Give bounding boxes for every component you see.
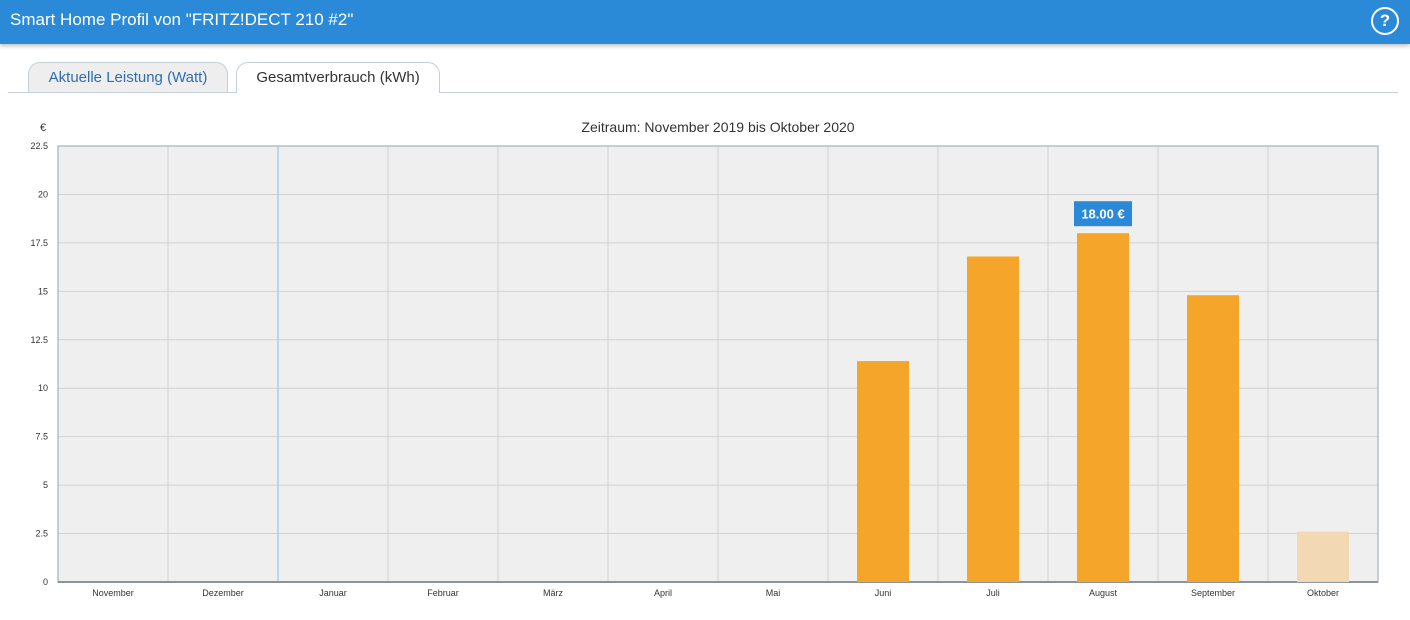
x-tick-label: Dezember (202, 588, 244, 598)
bar-september[interactable] (1187, 295, 1239, 582)
y-tick-label: 0 (43, 577, 48, 587)
y-tick-label: 5 (43, 480, 48, 490)
x-tick-label: Februar (427, 588, 459, 598)
bar-oktober[interactable] (1297, 531, 1349, 582)
y-axis-label: € (40, 122, 46, 134)
x-tick-label: November (92, 588, 134, 598)
y-tick-label: 17.5 (30, 238, 48, 248)
tab-bar: Aktuelle Leistung (Watt) Gesamtverbrauch… (8, 62, 1398, 93)
bar-juni[interactable] (857, 361, 909, 582)
consumption-chart: 0 2.5 5 7.5 10 12.5 15 17.5 20 22.5 November Dezemb… (30, 119, 1379, 598)
y-tick-label: 2.5 (35, 529, 48, 539)
x-tick-label: August (1089, 588, 1118, 598)
x-tick-label: Juni (875, 588, 892, 598)
tab-aktuelle-leistung[interactable]: Aktuelle Leistung (Watt) (28, 62, 228, 92)
bar-august[interactable] (1077, 233, 1129, 582)
chart-title: Zeitraum: November 2019 bis Oktober 2020 (581, 119, 854, 135)
x-tick-label: April (654, 588, 672, 598)
value-tooltip (1074, 201, 1132, 227)
y-tick-label: 12.5 (30, 335, 48, 345)
value-tooltip-label: 18.00 € (1081, 207, 1124, 222)
y-tick-label: 10 (38, 383, 48, 393)
y-tick-label: 22.5 (30, 141, 48, 151)
bar-juli[interactable] (967, 256, 1019, 582)
tab-gesamtverbrauch[interactable]: Gesamtverbrauch (kWh) (236, 62, 440, 93)
title-bar: Smart Home Profil von "FRITZ!DECT 210 #2… (0, 0, 1410, 44)
y-tick-label: 20 (38, 189, 48, 199)
y-tick-label: 15 (38, 286, 48, 296)
x-tick-label: Januar (319, 588, 347, 598)
x-tick-label: Mai (766, 588, 781, 598)
help-question-icon[interactable]: ? (1371, 7, 1399, 35)
y-tick-label: 7.5 (35, 432, 48, 442)
x-tick-label: Juli (986, 588, 1000, 598)
x-tick-label: Oktober (1307, 588, 1339, 598)
x-tick-label: September (1191, 588, 1235, 598)
page-title: Smart Home Profil von "FRITZ!DECT 210 #2… (10, 10, 354, 29)
x-tick-label: März (543, 588, 563, 598)
